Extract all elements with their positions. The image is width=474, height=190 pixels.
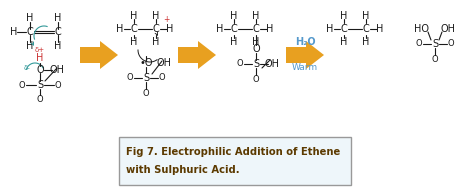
Text: H: H (252, 37, 260, 47)
Text: S: S (37, 80, 43, 90)
Text: C: C (253, 24, 259, 34)
Text: O: O (36, 65, 44, 75)
Text: O: O (159, 74, 165, 82)
Text: H: H (362, 11, 370, 21)
Text: Warm: Warm (292, 63, 318, 73)
Text: S: S (432, 39, 438, 49)
Text: with Sulphuric Acid.: with Sulphuric Acid. (126, 165, 240, 175)
Text: H: H (230, 11, 237, 21)
Text: δ-: δ- (24, 65, 30, 71)
Text: H: H (152, 37, 160, 47)
Text: HO: HO (414, 24, 429, 34)
Text: H: H (266, 24, 273, 34)
Text: H: H (230, 37, 237, 47)
Text: H: H (152, 11, 160, 21)
Text: H: H (27, 41, 34, 51)
Text: O: O (432, 55, 438, 63)
Text: H: H (340, 11, 348, 21)
Text: C: C (341, 24, 347, 34)
Text: •O: •O (139, 58, 153, 68)
Text: S: S (253, 59, 259, 69)
Text: H: H (55, 41, 62, 51)
Text: C: C (231, 24, 237, 34)
Text: H: H (55, 13, 62, 23)
Text: C: C (363, 24, 369, 34)
Polygon shape (286, 41, 324, 69)
Text: H: H (130, 37, 137, 47)
Text: H: H (216, 24, 224, 34)
FancyBboxPatch shape (119, 137, 351, 185)
Text: +: + (163, 14, 169, 24)
Text: H: H (340, 37, 348, 47)
Text: O: O (416, 40, 422, 48)
Text: H: H (252, 11, 260, 21)
Text: OH: OH (49, 65, 64, 75)
Text: O: O (143, 89, 149, 97)
Text: δ+: δ+ (35, 47, 45, 53)
Text: H: H (326, 24, 334, 34)
Text: H₂O: H₂O (295, 37, 315, 47)
Text: O: O (252, 44, 260, 54)
Polygon shape (80, 41, 118, 69)
Text: O: O (447, 40, 454, 48)
Text: S: S (143, 73, 149, 83)
Text: H: H (116, 24, 124, 34)
Text: C: C (27, 27, 33, 37)
Text: O: O (127, 74, 133, 82)
Text: O: O (237, 59, 243, 69)
Text: H: H (36, 53, 44, 63)
Text: OH: OH (264, 59, 280, 69)
Text: H: H (130, 11, 137, 21)
Text: C: C (153, 24, 159, 34)
Text: O: O (55, 81, 61, 89)
Text: H: H (166, 24, 173, 34)
Text: C: C (131, 24, 137, 34)
Text: H: H (362, 37, 370, 47)
Text: C: C (55, 27, 61, 37)
Text: Fig 7. Electrophilic Addition of Ethene: Fig 7. Electrophilic Addition of Ethene (126, 147, 340, 157)
Text: H: H (376, 24, 383, 34)
Text: O: O (36, 94, 43, 104)
Text: O: O (18, 81, 25, 89)
Text: H: H (27, 13, 34, 23)
Text: OH: OH (156, 58, 172, 68)
Text: O: O (253, 74, 259, 83)
Polygon shape (178, 41, 216, 69)
Text: H: H (10, 27, 18, 37)
Text: OH: OH (440, 24, 456, 34)
